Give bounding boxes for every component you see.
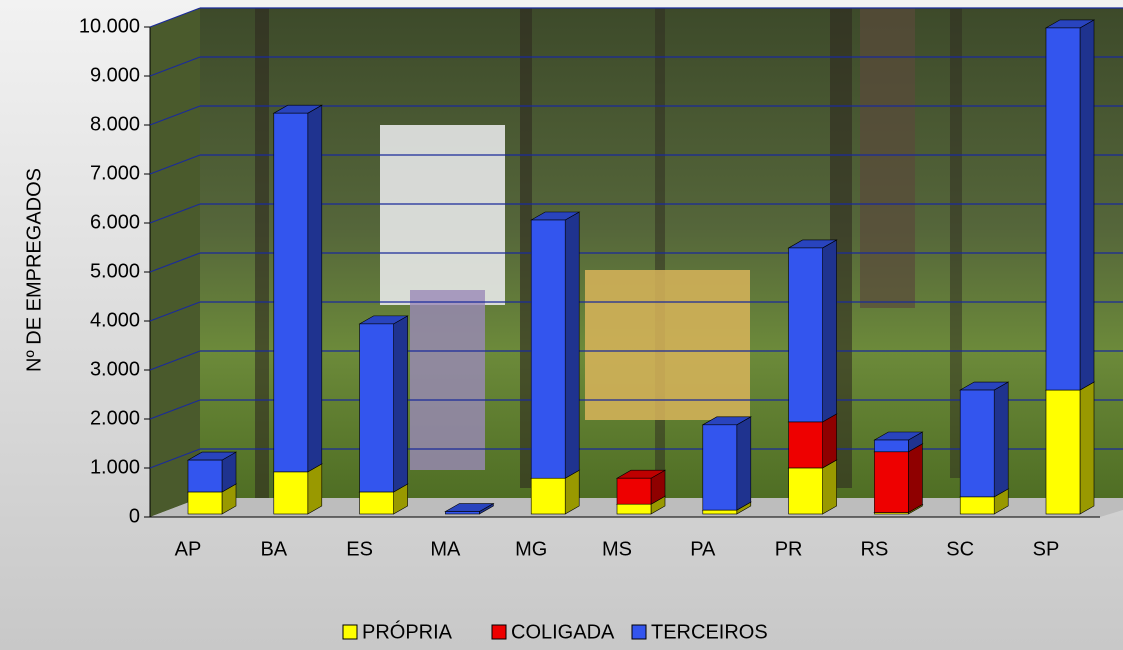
x-tick-label: MA [430, 538, 461, 560]
bar [874, 440, 908, 452]
bar [703, 510, 737, 514]
bar [360, 324, 394, 492]
bar [960, 497, 994, 514]
legend-swatch [343, 625, 357, 639]
x-tick-label: SC [946, 538, 974, 560]
bar-side [1080, 20, 1094, 390]
y-tick-label: 2.000 [90, 407, 140, 429]
bar-side [308, 105, 322, 472]
y-tick-label: 9.000 [90, 64, 140, 86]
bar [1046, 390, 1080, 514]
bar [789, 468, 823, 514]
bar [531, 478, 565, 514]
bar [188, 492, 222, 514]
legend-label: PRÓPRIA [362, 620, 453, 643]
bar [274, 472, 308, 514]
y-tick-label: 7.000 [90, 162, 140, 184]
y-axis-title: Nº DE EMPREGADOS [23, 168, 45, 372]
x-tick-label: SP [1033, 538, 1060, 560]
bar [445, 512, 479, 514]
bar-side [823, 414, 837, 468]
x-tick-label: RS [861, 538, 889, 560]
bar-side [394, 316, 408, 492]
y-tick-label: 8.000 [90, 113, 140, 135]
bar [789, 248, 823, 422]
bar-side [565, 212, 579, 478]
y-tick-label: 0 [129, 505, 140, 527]
x-tick-label: MG [515, 538, 547, 560]
bar-side [737, 417, 751, 510]
bar-side [823, 240, 837, 422]
legend-swatch [492, 625, 506, 639]
legend-swatch [632, 625, 646, 639]
bar [1046, 28, 1080, 390]
bar [360, 492, 394, 514]
bar [874, 452, 908, 513]
bar [617, 478, 651, 504]
bar [703, 425, 737, 510]
y-tick-label: 4.000 [90, 309, 140, 331]
bar [617, 504, 651, 514]
y-tick-label: 1.000 [90, 456, 140, 478]
chart: Nº DE EMPREGADOS 0 1.000 2.000 3.000 4.000 5.… [0, 0, 1123, 650]
bar-side [308, 464, 322, 514]
bar-side [823, 460, 837, 514]
x-tick-label: AP [175, 538, 202, 560]
y-tick-label: 10.000 [79, 15, 140, 37]
y-tick-label: 5.000 [90, 260, 140, 282]
bar [789, 422, 823, 468]
y-tick-label: 3.000 [90, 358, 140, 380]
x-tick-label: PA [690, 538, 716, 560]
bar [531, 220, 565, 478]
y-tick-label: 6.000 [90, 211, 140, 233]
bar [960, 390, 994, 497]
x-tick-label: ES [346, 538, 373, 560]
bar [188, 460, 222, 492]
bar-side [994, 382, 1008, 497]
x-tick-label: BA [260, 538, 287, 560]
bar [274, 113, 308, 472]
x-tick-label: MS [602, 538, 632, 560]
x-tick-label: PR [775, 538, 803, 560]
bar-side [908, 444, 922, 513]
bar-side [1080, 382, 1094, 514]
legend-label: COLIGADA [511, 621, 615, 643]
legend-label: TERCEIROS [651, 621, 768, 643]
